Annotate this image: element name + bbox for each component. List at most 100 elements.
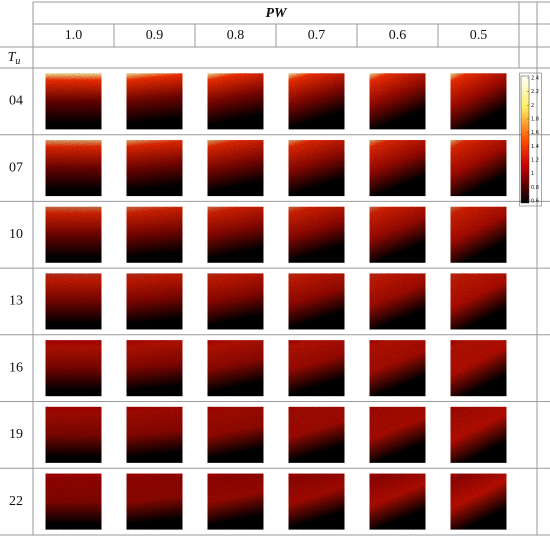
heatmap [288, 206, 345, 263]
heatmap-texture [126, 73, 183, 130]
heatmap [369, 73, 426, 130]
heatmap [288, 406, 345, 463]
heatmap-texture [45, 340, 102, 397]
heatmap [369, 473, 426, 530]
heatmap-texture [45, 406, 102, 463]
row-label: 16 [9, 360, 23, 375]
heatmap [450, 406, 507, 463]
heatmap [126, 473, 183, 530]
heatmap [450, 273, 507, 330]
heatmap-texture [207, 340, 264, 397]
column-header: 0.6 [389, 28, 407, 43]
heatmap [207, 73, 264, 130]
row-label: 19 [9, 427, 23, 442]
heatmap [450, 73, 507, 130]
heatmap-texture [126, 473, 183, 530]
heatmap-texture [45, 273, 102, 330]
heatmap-texture [207, 73, 264, 130]
row-header-symbol: T [8, 50, 17, 65]
heatmap [45, 206, 102, 263]
heatmap [126, 206, 183, 263]
heatmap [369, 406, 426, 463]
colorbar-tick-label: 0.8 [531, 185, 539, 191]
column-header: 0.8 [227, 28, 245, 43]
heatmap-texture [450, 473, 507, 530]
heatmap [45, 340, 102, 397]
colorbar-tick-label: 2 [531, 103, 534, 109]
heatmap [45, 73, 102, 130]
heatmap-texture [288, 406, 345, 463]
heatmap [207, 140, 264, 197]
row-label: 22 [9, 494, 23, 509]
heatmap [207, 406, 264, 463]
heatmap [369, 340, 426, 397]
heatmap [207, 206, 264, 263]
heatmap-texture [450, 140, 507, 197]
heatmap [369, 273, 426, 330]
heatmap-texture [288, 206, 345, 263]
heatmap [126, 273, 183, 330]
heatmap-texture [369, 73, 426, 130]
heatmap [207, 340, 264, 397]
heatmap-texture [450, 340, 507, 397]
heatmap [207, 273, 264, 330]
heatmap-texture [126, 140, 183, 197]
heatmap-texture [288, 73, 345, 130]
heatmap [126, 140, 183, 197]
heatmap-texture [45, 73, 102, 130]
heatmap [288, 140, 345, 197]
colorbar-tick-label: 1.2 [531, 158, 539, 164]
colorbar-tick-label: 2.4 [531, 76, 539, 82]
heatmap-texture [450, 406, 507, 463]
heatmap [450, 206, 507, 263]
heatmap [288, 473, 345, 530]
heatmap [369, 140, 426, 197]
heatmap-texture [288, 340, 345, 397]
colorbar-tick-label: 1.6 [531, 130, 539, 136]
heatmap [207, 473, 264, 530]
heatmap-texture [369, 473, 426, 530]
heatmap [369, 206, 426, 263]
row-label: 04 [9, 94, 23, 109]
heatmap-texture [126, 406, 183, 463]
heatmap [45, 273, 102, 330]
heatmap-texture [45, 473, 102, 530]
heatmap [45, 406, 102, 463]
column-header: 0.9 [146, 28, 164, 43]
heatmap-texture [369, 340, 426, 397]
column-header: 0.5 [470, 28, 488, 43]
heatmap [126, 73, 183, 130]
heatmap-texture [126, 206, 183, 263]
colorbar-gradient [520, 75, 530, 204]
heatmap [288, 73, 345, 130]
colorbar-tick-label: 1.8 [531, 117, 539, 123]
heatmap-texture [288, 140, 345, 197]
heatmap [288, 273, 345, 330]
heatmap-texture [207, 273, 264, 330]
colorbar-tick-label: 2.2 [531, 89, 539, 95]
heatmap-texture [369, 273, 426, 330]
row-label: 07 [9, 160, 23, 175]
heatmap-texture [207, 406, 264, 463]
row-header-subscript: u [15, 56, 20, 67]
heatmap [450, 140, 507, 197]
colorbar: 2.4 2.2 2 1.8 1.6 1.4 1.2 1 0.8 0.6 [519, 72, 542, 207]
column-header: 1.0 [65, 28, 83, 43]
heatmap-texture [207, 206, 264, 263]
heatmap-texture [288, 273, 345, 330]
heatmap-texture [126, 340, 183, 397]
heatmap-texture [207, 473, 264, 530]
column-header: 0.7 [308, 28, 326, 43]
colorbar-tick-label: 0.6 [531, 199, 539, 205]
heatmap-texture [288, 473, 345, 530]
heatmap [450, 340, 507, 397]
row-header: Tu [8, 50, 21, 67]
heatmap-texture [126, 273, 183, 330]
heatmap-texture [369, 406, 426, 463]
heatmap-texture [450, 206, 507, 263]
heatmap [126, 406, 183, 463]
heatmap-texture [207, 140, 264, 197]
heatmap [126, 340, 183, 397]
heatmap-texture [45, 140, 102, 197]
